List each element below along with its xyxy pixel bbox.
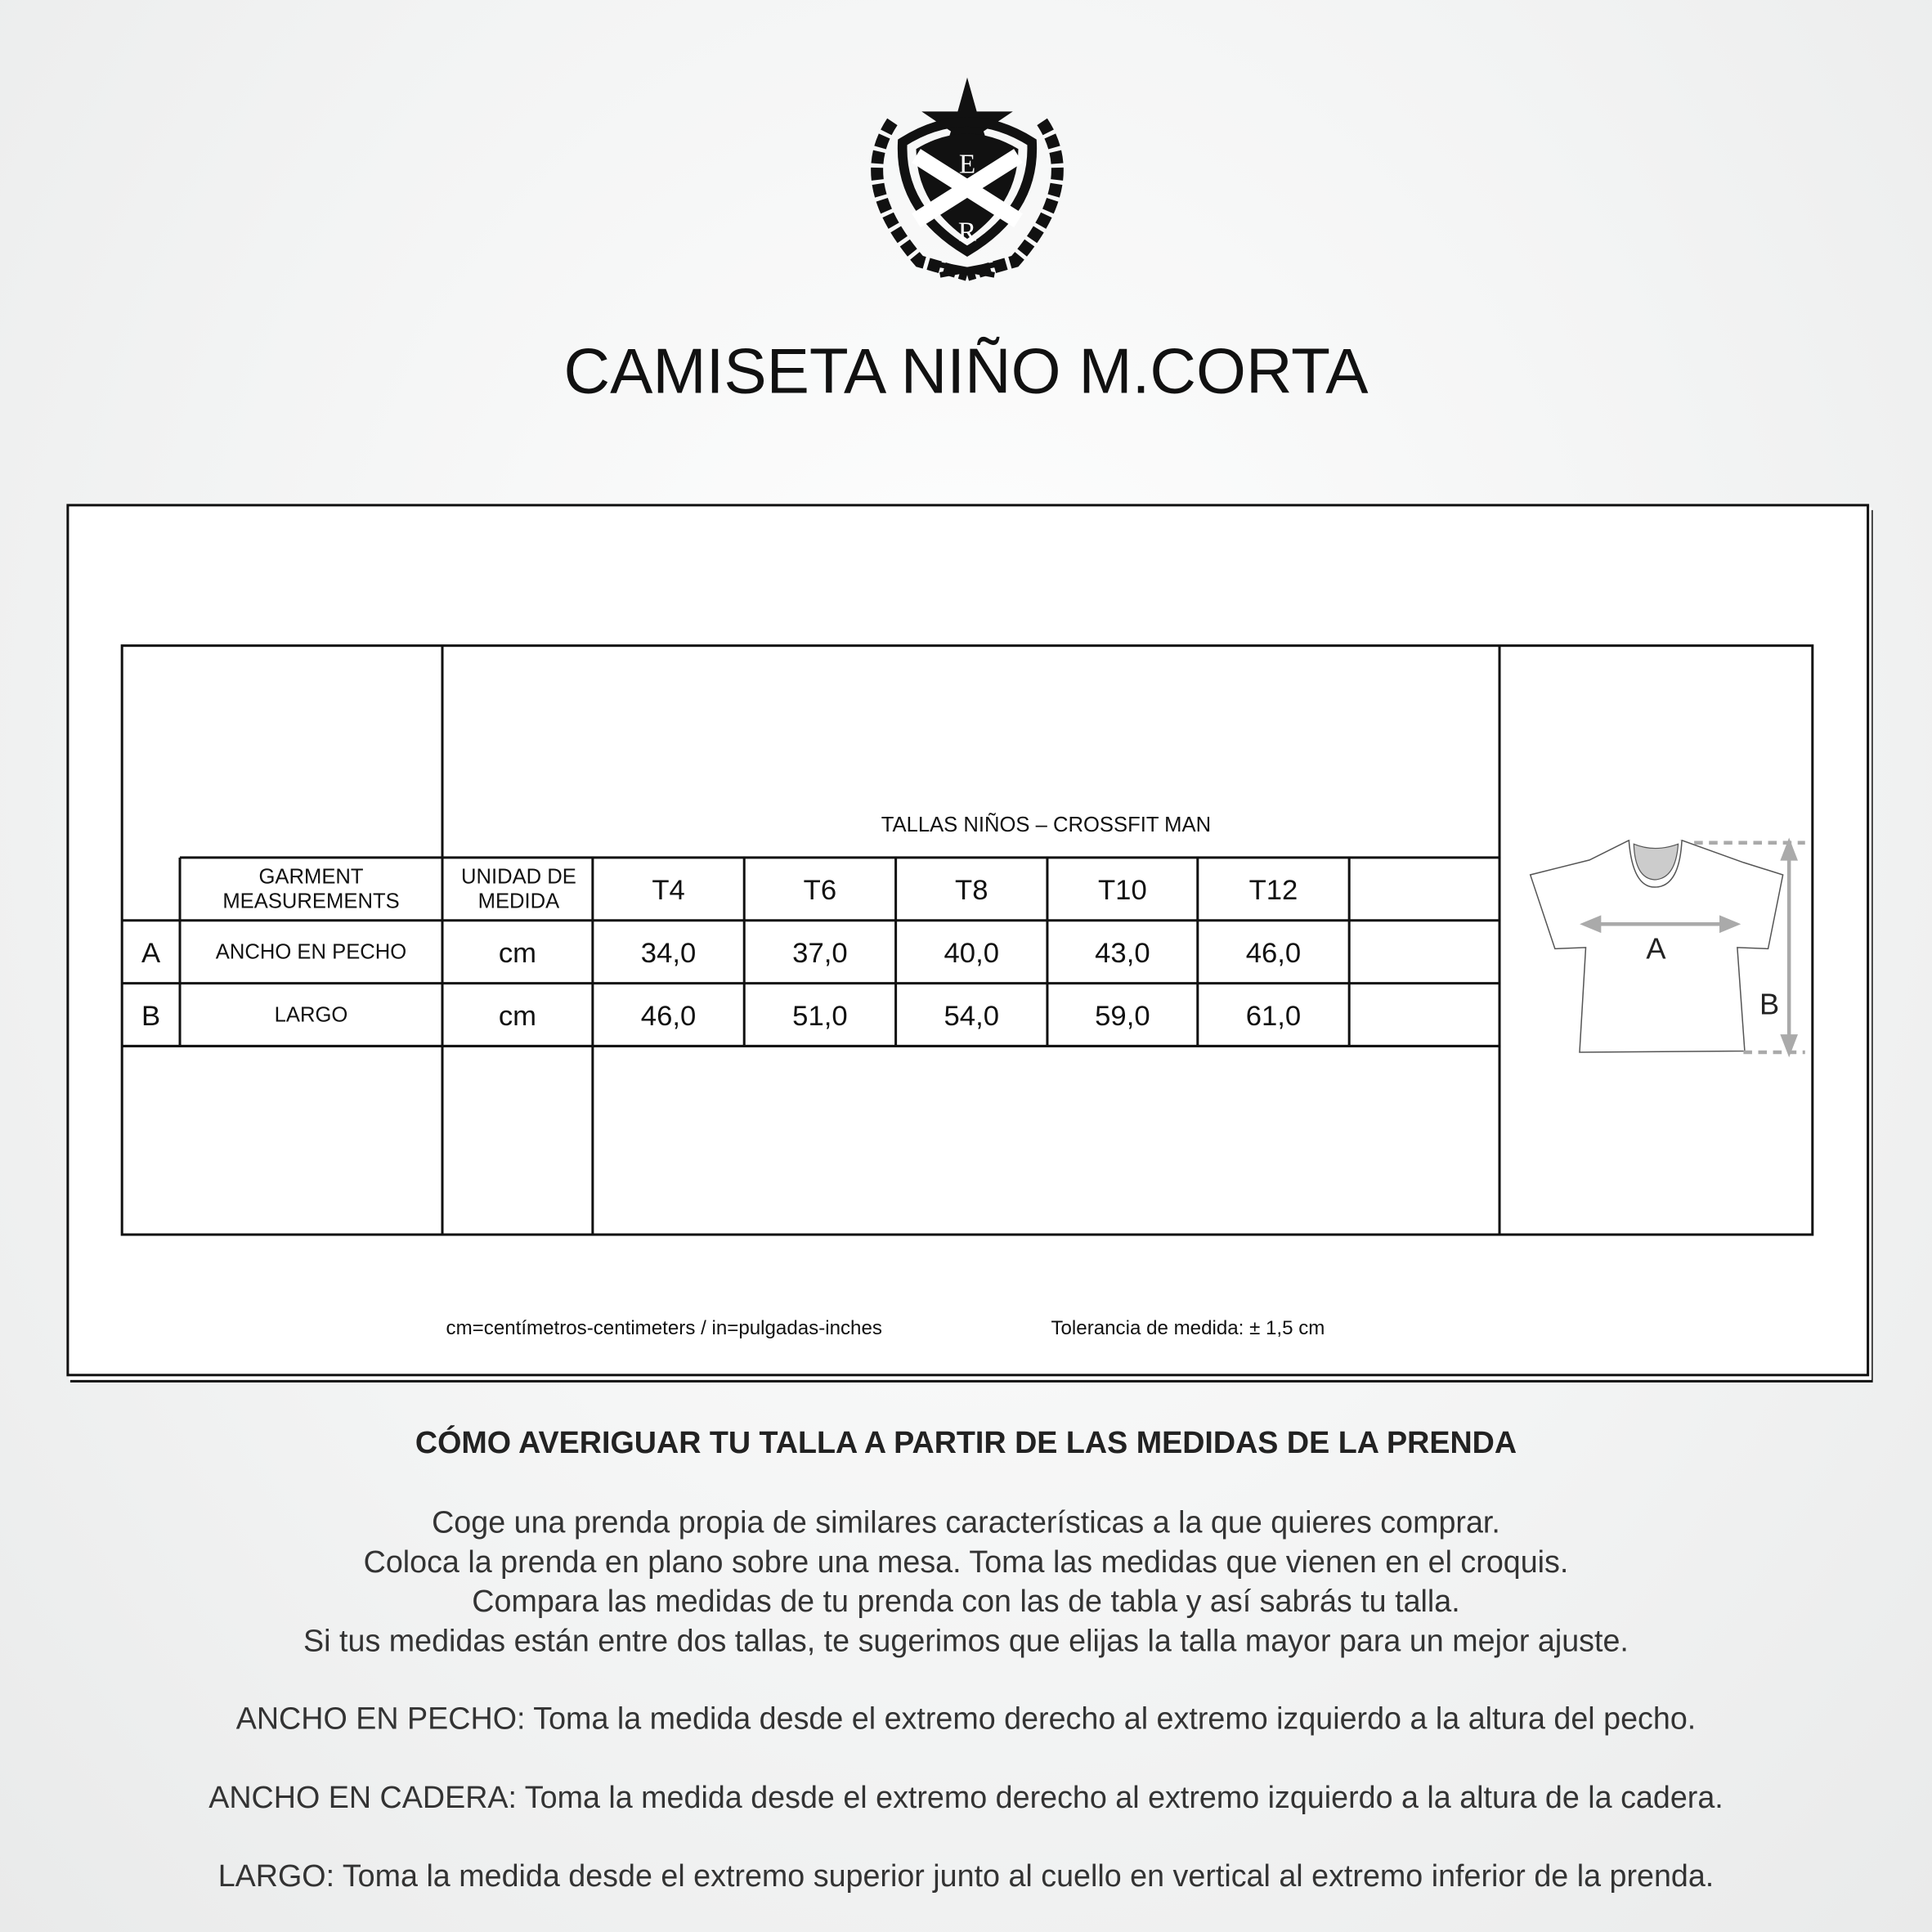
table-caption: TALLAS NIÑOS – CROSSFIT MAN (881, 813, 1212, 837)
tshirt-diagram (1529, 837, 1805, 1058)
header-size: T6 (803, 872, 837, 905)
row-value: 37,0 (792, 935, 848, 968)
row-unit: cm (498, 998, 537, 1031)
diagram-label-a: A (1646, 932, 1666, 966)
diagram-label-b: B (1759, 988, 1780, 1022)
row-value: 40,0 (944, 935, 999, 968)
units-note: cm=centímetros-centimeters / in=pulgadas… (446, 1318, 882, 1340)
guide-line: Coge una prenda propia de similares cara… (432, 1505, 1500, 1540)
guide-line: Si tus medidas están entre dos tallas, t… (303, 1624, 1629, 1659)
row-value: 51,0 (792, 998, 848, 1031)
svg-text:R: R (958, 217, 977, 248)
guide-definition: LARGO: Toma la medida desde el extremo s… (217, 1859, 1715, 1894)
row-value: 61,0 (1245, 998, 1302, 1031)
guide-definition: ANCHO EN CADERA: Toma la medida desde el… (208, 1780, 1724, 1815)
row-value: 54,0 (944, 998, 999, 1031)
page-title: CAMISETA NIÑO M.CORTA (563, 336, 1369, 408)
header-size: T10 (1097, 872, 1147, 905)
guide-heading: CÓMO AVERIGUAR TU TALLA A PARTIR DE LAS … (415, 1425, 1517, 1460)
row-key: A (141, 935, 161, 968)
row-name: LARGO (274, 1002, 348, 1026)
header-size: T8 (955, 872, 988, 905)
brand-logo: E R (871, 77, 1064, 281)
row-value: 43,0 (1095, 935, 1150, 968)
guide-line: Coloca la prenda en plano sobre una mesa… (363, 1544, 1569, 1580)
row-value: 46,0 (1245, 935, 1302, 968)
row-value: 59,0 (1095, 998, 1150, 1031)
header-unit: UNIDAD DE MEDIDA (460, 864, 576, 913)
tolerance-note: Tolerancia de medida: ± 1,5 cm (1051, 1318, 1325, 1340)
row-unit: cm (498, 935, 537, 968)
guide-definition: ANCHO EN PECHO: Toma la medida desde el … (235, 1701, 1697, 1737)
row-value: 46,0 (640, 998, 697, 1031)
row-key: B (141, 998, 161, 1031)
guide-line: Compara las medidas de tu prenda con las… (472, 1585, 1460, 1620)
row-name: ANCHO EN PECHO (215, 939, 407, 963)
header-size: T12 (1248, 872, 1298, 905)
header-size: T4 (652, 872, 685, 905)
row-value: 34,0 (640, 935, 697, 968)
svg-text:E: E (959, 149, 975, 179)
header-garment: GARMENT MEASUREMENTS (222, 864, 400, 913)
